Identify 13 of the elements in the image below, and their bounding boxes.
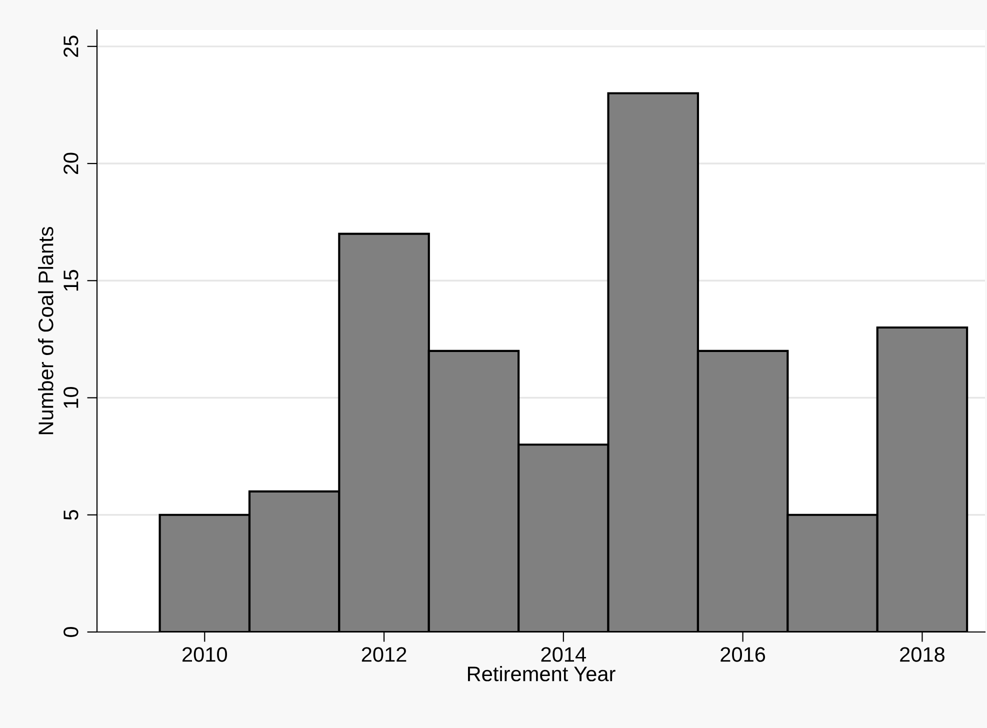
x-tick-label: 2018 [900, 647, 944, 662]
y-tick-label: 10 [64, 386, 78, 408]
y-tick-label: 25 [64, 36, 78, 57]
y-axis-title: Number of Coal Plants [38, 226, 54, 434]
y-tick-label: 5 [64, 510, 78, 520]
x-tick-label: 2012 [362, 647, 406, 662]
x-axis-title: Retirement Year [468, 666, 616, 682]
y-tick-label: 15 [64, 270, 78, 291]
x-tick-label: 2016 [720, 647, 766, 662]
x-tick-label: 2010 [182, 647, 227, 662]
y-tick-label: 0 [64, 627, 78, 637]
y-tick-label: 20 [64, 152, 78, 174]
x-tick-label: 2014 [541, 647, 586, 662]
